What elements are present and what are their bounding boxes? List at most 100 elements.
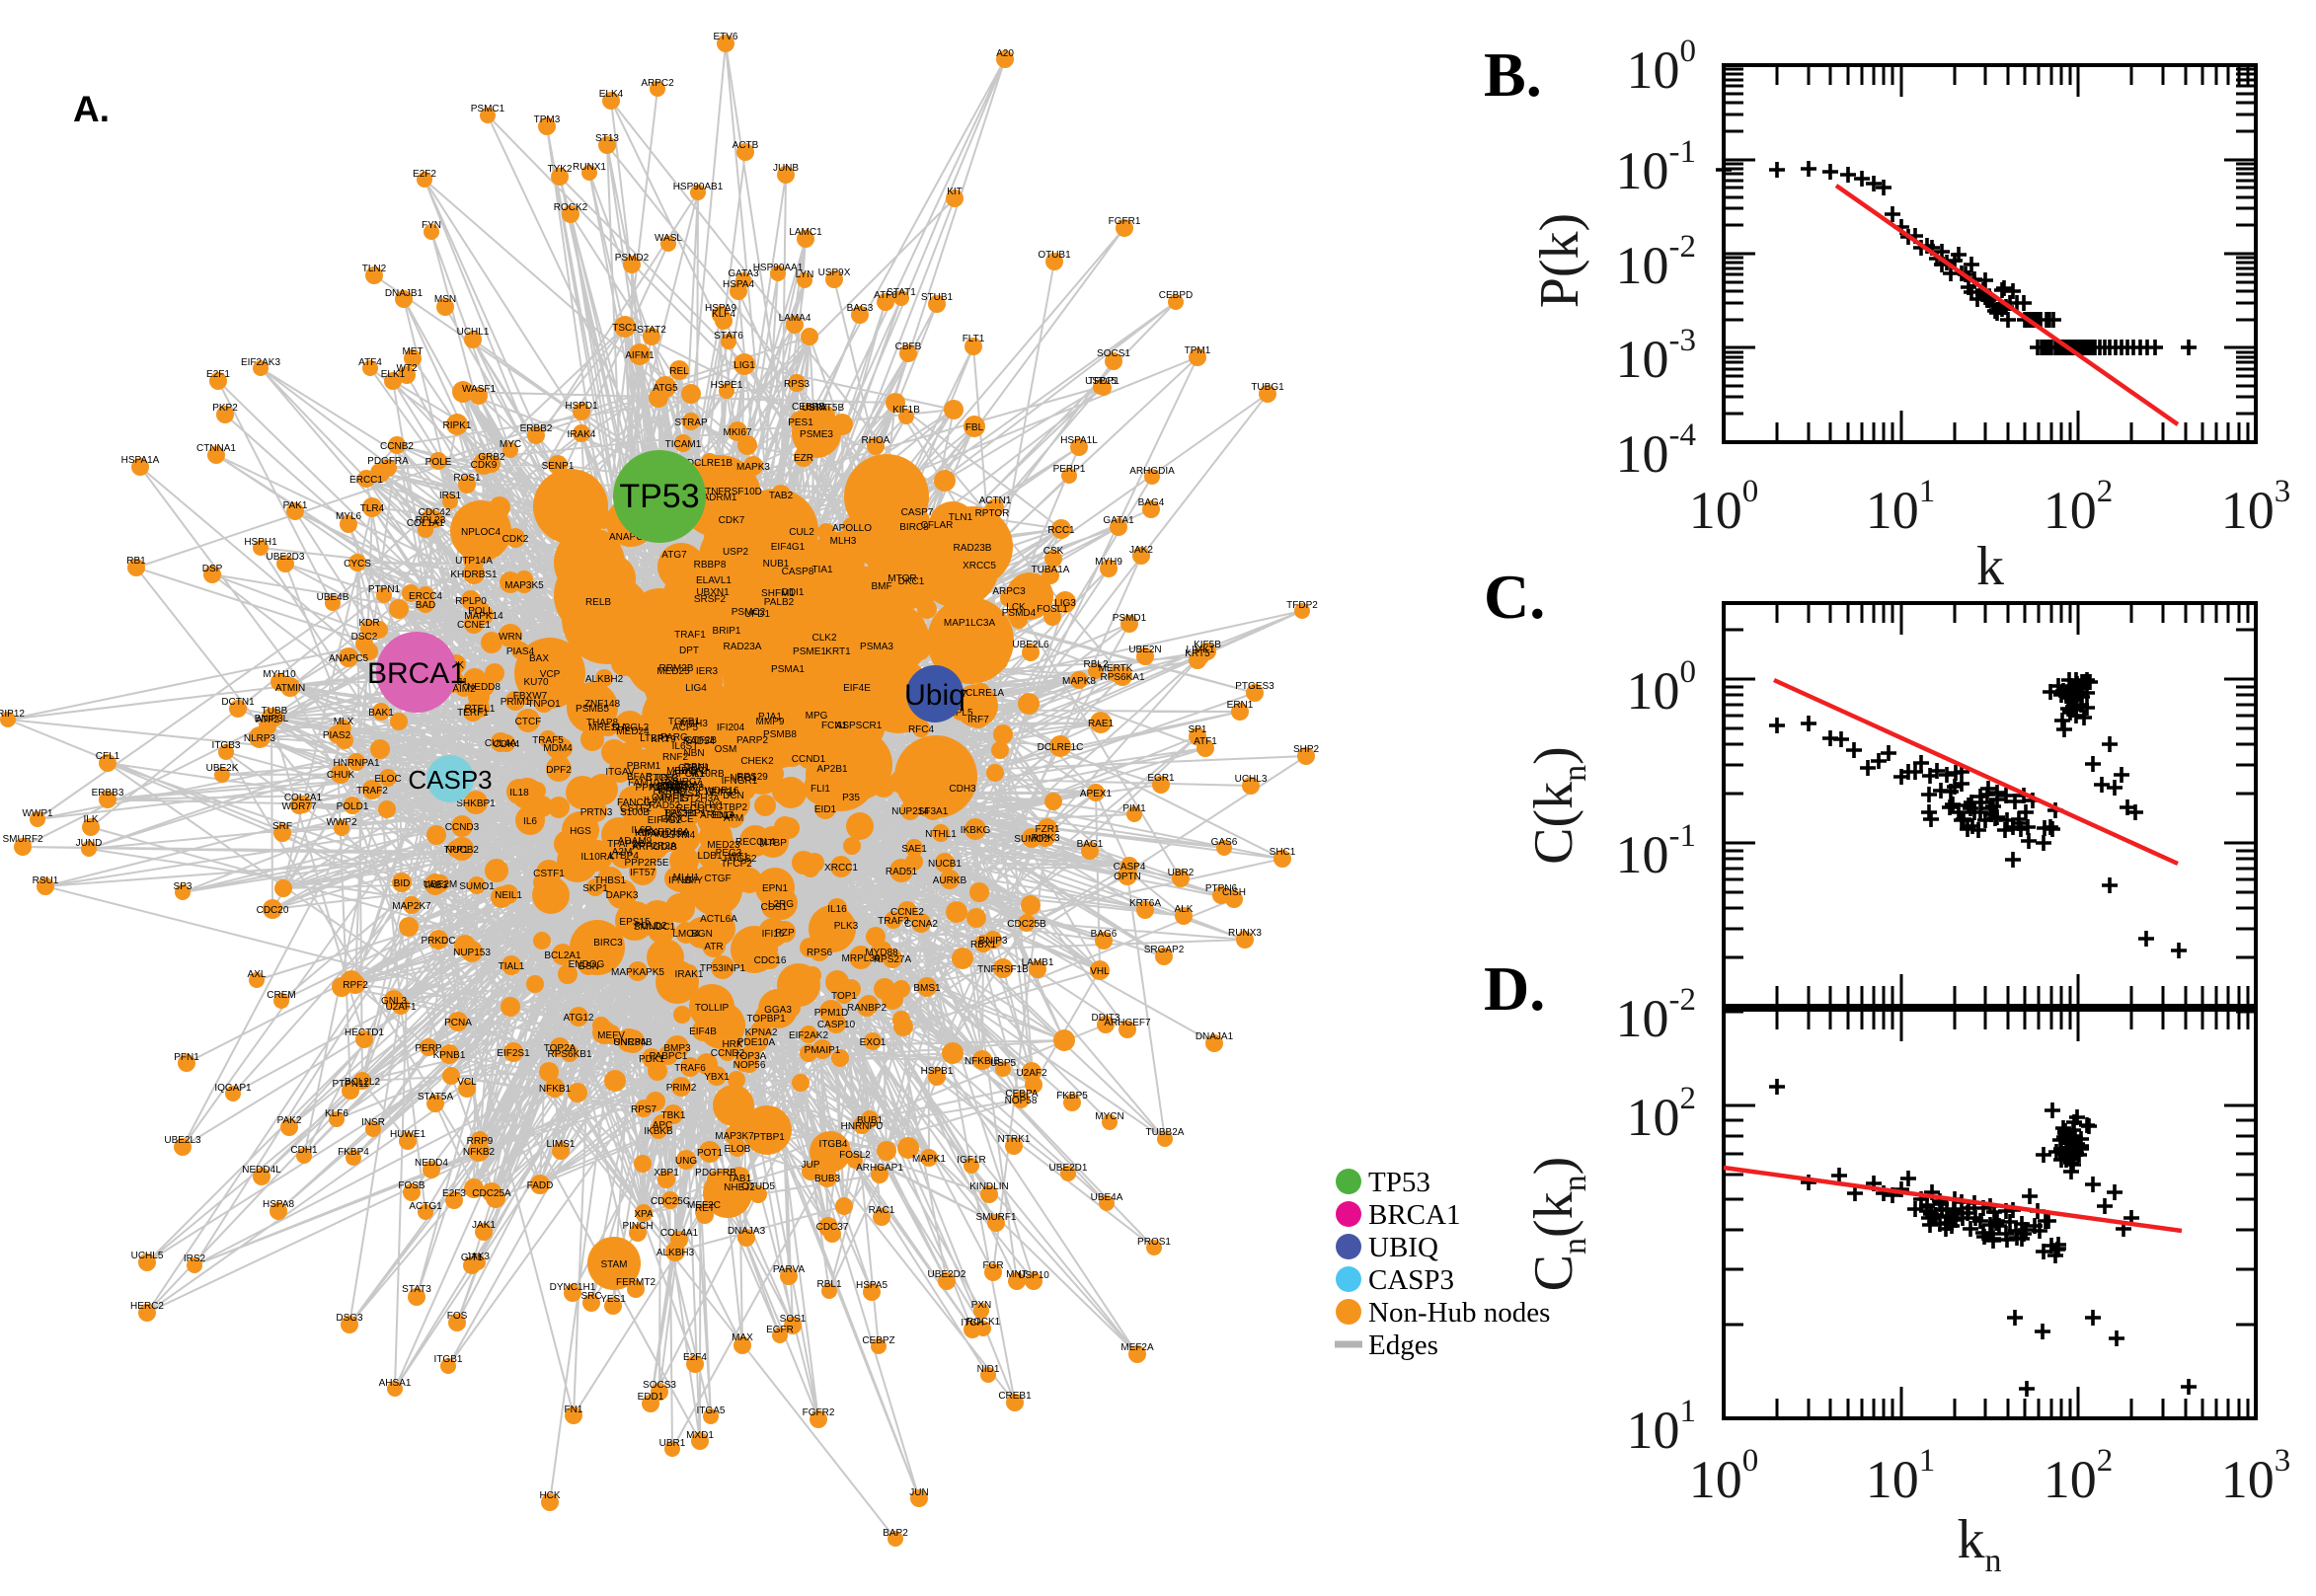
svg-text:SUMO1: SUMO1: [459, 881, 495, 892]
svg-text:DYNC1H1: DYNC1H1: [550, 1282, 596, 1293]
svg-text:USP10: USP10: [1018, 1270, 1049, 1281]
svg-text:TGFB1: TGFB1: [668, 717, 701, 727]
svg-text:B.: B.: [1484, 39, 1542, 110]
svg-text:CASP3: CASP3: [408, 765, 492, 795]
svg-text:TFDP2: TFDP2: [1286, 600, 1318, 611]
svg-text:ST13: ST13: [595, 133, 619, 144]
svg-text:MAPK1: MAPK1: [912, 1154, 946, 1165]
svg-text:WWP2: WWP2: [326, 817, 357, 828]
svg-text:EGFR: EGFR: [766, 1325, 794, 1335]
svg-text:TPM3: TPM3: [534, 114, 561, 125]
svg-text:NUP153: NUP153: [453, 948, 491, 958]
svg-text:APOLLO: APOLLO: [832, 523, 872, 534]
svg-text:TLN2: TLN2: [362, 264, 387, 274]
svg-text:ERCC1: ERCC1: [349, 475, 383, 486]
svg-text:KRT5: KRT5: [1185, 648, 1210, 659]
svg-text:CDS1: CDS1: [761, 902, 788, 913]
svg-text:FAM101B: FAM101B: [628, 778, 671, 789]
svg-text:RB1: RB1: [126, 556, 146, 567]
svg-text:MXD1: MXD1: [686, 1430, 714, 1441]
svg-text:SRF: SRF: [272, 821, 292, 832]
svg-text:NEDD8: NEDD8: [467, 682, 501, 693]
svg-text:MED23: MED23: [707, 840, 740, 851]
svg-text:MLH1: MLH1: [673, 873, 700, 883]
svg-text:FANCC: FANCC: [617, 798, 651, 808]
svg-text:HSP90AB1: HSP90AB1: [673, 182, 724, 192]
svg-text:PFN1: PFN1: [174, 1052, 199, 1063]
svg-text:TOP1: TOP1: [831, 991, 857, 1002]
svg-text:MAP1LC3A: MAP1LC3A: [944, 618, 996, 629]
svg-text:TICAM1: TICAM1: [665, 439, 702, 450]
svg-text:EIF4G1: EIF4G1: [771, 542, 806, 553]
svg-text:SH3GL2: SH3GL2: [611, 722, 650, 733]
svg-text:HSPA8: HSPA8: [263, 1199, 294, 1210]
svg-text:DDIT3: DDIT3: [1092, 1013, 1120, 1024]
svg-text:E2F1: E2F1: [206, 369, 230, 380]
svg-text:ERN1: ERN1: [1227, 700, 1254, 711]
svg-text:SP1: SP1: [1189, 724, 1207, 735]
svg-text:PSMC1: PSMC1: [471, 104, 505, 114]
svg-text:POLD1: POLD1: [337, 801, 369, 812]
svg-text:TERF1: TERF1: [457, 708, 489, 719]
svg-text:IRAK4: IRAK4: [568, 429, 596, 440]
svg-text:TSC1: TSC1: [612, 323, 638, 334]
svg-text:SKP1: SKP1: [582, 883, 608, 894]
svg-text:PSME3: PSME3: [800, 429, 833, 440]
svg-text:PSMA1: PSMA1: [771, 664, 805, 675]
svg-text:KLF6: KLF6: [635, 828, 658, 839]
svg-text:STAT5B: STAT5B: [809, 403, 845, 414]
svg-text:RBBP8: RBBP8: [694, 560, 727, 570]
svg-text:CASP10: CASP10: [817, 1020, 856, 1030]
svg-text:RBL1: RBL1: [816, 1279, 841, 1290]
svg-text:RPLP0: RPLP0: [455, 596, 487, 607]
svg-text:BIRC8: BIRC8: [899, 522, 929, 533]
svg-text:TFAP2C: TFAP2C: [607, 839, 645, 850]
svg-text:SRC: SRC: [580, 1291, 601, 1302]
svg-text:10-1: 10-1: [1616, 818, 1697, 884]
svg-text:MRPL36: MRPL36: [842, 953, 881, 964]
svg-text:KIF1B: KIF1B: [892, 405, 920, 416]
svg-text:BAG3: BAG3: [847, 303, 874, 314]
svg-text:FLI1: FLI1: [811, 784, 830, 795]
svg-text:CDC25B: CDC25B: [1007, 919, 1046, 930]
svg-text:CASP3: CASP3: [1368, 1264, 1454, 1296]
svg-text:EGR1: EGR1: [1147, 773, 1175, 784]
svg-text:AIM2: AIM2: [452, 684, 476, 695]
svg-text:PTPN1: PTPN1: [368, 584, 401, 595]
svg-text:HRK: HRK: [722, 1039, 742, 1050]
svg-text:HSPA1A: HSPA1A: [121, 455, 160, 466]
svg-text:FKBP5: FKBP5: [1056, 1091, 1088, 1102]
svg-text:USP7: USP7: [802, 403, 828, 414]
svg-text:FOSL2: FOSL2: [839, 1150, 871, 1161]
svg-text:FLT1: FLT1: [963, 334, 985, 344]
svg-text:ACTL6A: ACTL6A: [700, 914, 737, 925]
svg-text:FBXW7: FBXW7: [513, 691, 548, 702]
svg-text:JUNB: JUNB: [773, 163, 799, 174]
svg-text:ITGAV: ITGAV: [605, 767, 635, 778]
svg-text:MSN: MSN: [434, 294, 456, 305]
svg-text:ANAPC2: ANAPC2: [609, 532, 649, 543]
svg-text:STAM: STAM: [600, 1259, 627, 1270]
svg-text:RPL5: RPL5: [948, 708, 972, 719]
svg-text:E2F2: E2F2: [413, 169, 436, 180]
svg-text:UBE4A: UBE4A: [1091, 1192, 1123, 1203]
svg-text:ERBB3: ERBB3: [92, 788, 124, 798]
svg-text:GIT1: GIT1: [461, 1253, 484, 1263]
svg-text:NTRK1: NTRK1: [998, 1134, 1031, 1145]
svg-text:ACTB: ACTB: [733, 140, 759, 151]
svg-text:EPN1: EPN1: [762, 883, 789, 894]
svg-text:ARHGEF7: ARHGEF7: [1104, 1018, 1151, 1028]
svg-text:RAD52: RAD52: [649, 800, 681, 811]
svg-text:UBE2L6: UBE2L6: [1012, 640, 1049, 650]
svg-text:YBX1: YBX1: [704, 1072, 730, 1083]
svg-text:DNAJB1: DNAJB1: [385, 288, 424, 299]
svg-text:XRCC5: XRCC5: [963, 561, 996, 571]
svg-text:ACP5: ACP5: [672, 722, 699, 733]
svg-text:SP3: SP3: [174, 881, 193, 892]
svg-text:ARHGDIA: ARHGDIA: [1129, 466, 1175, 477]
svg-text:DSP: DSP: [202, 564, 223, 574]
svg-text:TFDP1: TFDP1: [1088, 376, 1119, 387]
svg-text:TRAF1: TRAF1: [674, 630, 706, 641]
svg-text:NHEJ2: NHEJ2: [724, 1182, 755, 1193]
svg-text:IFNGR1: IFNGR1: [722, 776, 758, 787]
